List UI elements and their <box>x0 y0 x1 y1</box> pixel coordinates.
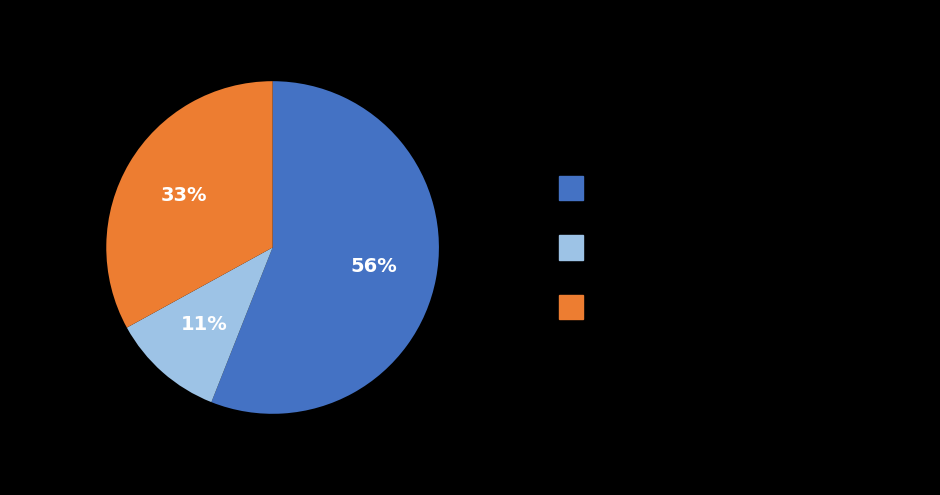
Text: 33%: 33% <box>161 186 207 204</box>
Wedge shape <box>106 81 273 328</box>
Text: önkormányzati tulajdonú szociális bérlakás: önkormányzati tulajdonú szociális bérlak… <box>592 299 921 315</box>
Text: 11%: 11% <box>181 315 227 334</box>
Text: saját / család tulajdonában álló lakás: saját / család tulajdonában álló lakás <box>592 180 875 196</box>
Text: 56%: 56% <box>351 257 398 276</box>
Wedge shape <box>212 81 439 414</box>
Wedge shape <box>127 248 273 402</box>
Text: önkormányzati bérlakás: önkormányzati bérlakás <box>592 240 776 255</box>
